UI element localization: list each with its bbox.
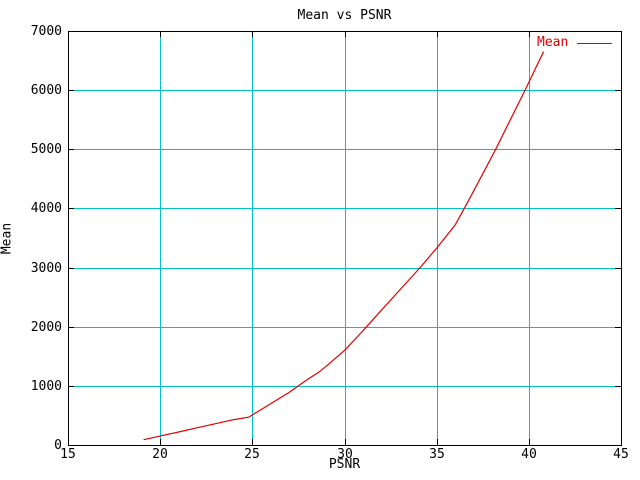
y-axis-label: Mean	[0, 222, 15, 255]
y-tick-label: 6000	[30, 83, 62, 98]
y-tick-label: 5000	[30, 142, 62, 157]
x-tick-label: 30	[337, 447, 353, 462]
y-tick-label: 2000	[30, 320, 62, 335]
y-tick-label: 4000	[30, 201, 62, 216]
x-tick-label: 25	[244, 447, 260, 462]
x-tick-label: 45	[613, 447, 629, 462]
x-axis-label: PSNR	[328, 457, 361, 472]
legend: Mean	[537, 35, 613, 50]
legend-label: Mean	[537, 35, 569, 50]
x-tick-label: 20	[152, 447, 168, 462]
legend-line-sample	[577, 42, 613, 44]
y-tick-label: 3000	[30, 261, 62, 276]
x-tick-label: 40	[521, 447, 537, 462]
chart-title: Mean vs PSNR	[297, 8, 392, 23]
x-tick-label: 35	[429, 447, 445, 462]
series-line-mean	[143, 51, 545, 441]
y-tick-label: 7000	[30, 24, 62, 39]
y-tick-label: 1000	[30, 379, 62, 394]
y-tick-label: 0	[54, 438, 62, 453]
x-tick-label: 15	[60, 447, 76, 462]
